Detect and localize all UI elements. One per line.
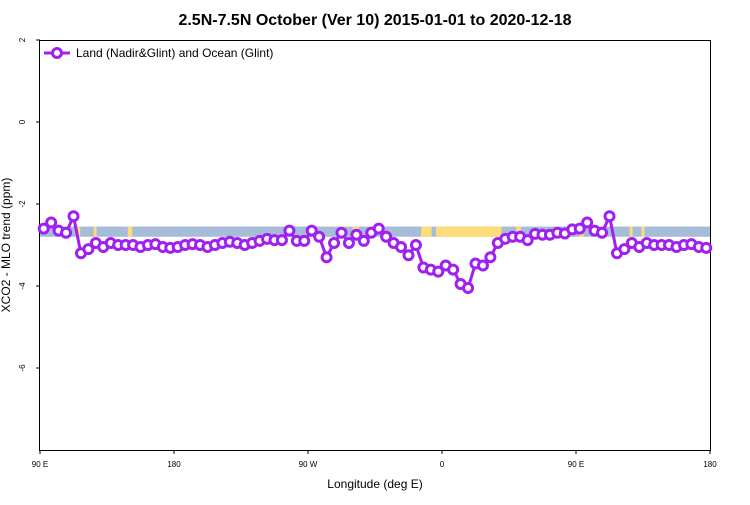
data-point [409,239,422,251]
chart-title: 2.5N-7.5N October (Ver 10) 2015-01-01 to… [178,12,571,29]
land-band-segment [641,226,645,237]
data-point [350,228,363,241]
data-point [335,226,348,239]
data-point [380,230,393,243]
y-tick-label: 0 [18,119,27,124]
data-point [596,226,609,239]
data-point [328,236,341,249]
x-tick-label: 180 [167,460,181,469]
data-point [357,234,370,247]
x-tick-label: 90 E [32,460,48,469]
x-tick-label: 180 [703,460,717,469]
data-point [313,230,326,243]
data-point [573,222,586,235]
data-point [432,265,445,278]
legend-marker [51,47,63,59]
y-tick-label: 2 [18,37,27,42]
land-band-segment [436,226,502,237]
data-point [298,234,311,247]
land-band-segment [629,226,633,237]
data-point [395,241,408,254]
y-tick-label: -4 [18,282,27,290]
data-point [462,282,475,295]
series-layer [37,210,713,295]
data-point [67,210,80,223]
data-point [320,251,333,264]
legend: Land (Nadir&Glint) and Ocean (Glint) [44,46,273,60]
x-axis: 90 E 180 90 W 0 90 E 180 [32,450,717,469]
data-point [45,216,58,229]
data-point [283,224,296,237]
data-point [618,243,631,256]
data-point [305,224,318,237]
data-point [484,251,497,264]
data-point [402,249,415,262]
data-point [603,210,616,223]
data-point [342,236,355,249]
data-point [476,259,489,272]
x-tick-label: 90 E [568,460,584,469]
x-axis-label: Longitude (deg E) [327,477,422,491]
x-tick-label: 90 W [299,460,318,469]
data-point [700,241,713,254]
y-axis-label: XCO2 - MLO trend (ppm) [0,178,13,313]
y-axis: 2 0 -2 -4 -6 [18,37,40,372]
data-point [37,222,50,235]
data-point [447,263,460,276]
land-band-segment [421,226,432,237]
land-band-segment [127,226,131,237]
data-point [372,222,385,235]
y-tick-label: -6 [18,364,27,372]
y-tick-label: -2 [18,200,27,208]
legend-label: Land (Nadir&Glint) and Ocean (Glint) [76,46,273,60]
land-band-segment [93,226,97,237]
data-point [581,216,594,229]
data-point [521,234,534,247]
x-tick-label: 0 [440,460,445,469]
data-point [60,226,73,239]
data-point [275,234,288,247]
land-band-segment [77,226,81,237]
data-point [82,243,95,256]
